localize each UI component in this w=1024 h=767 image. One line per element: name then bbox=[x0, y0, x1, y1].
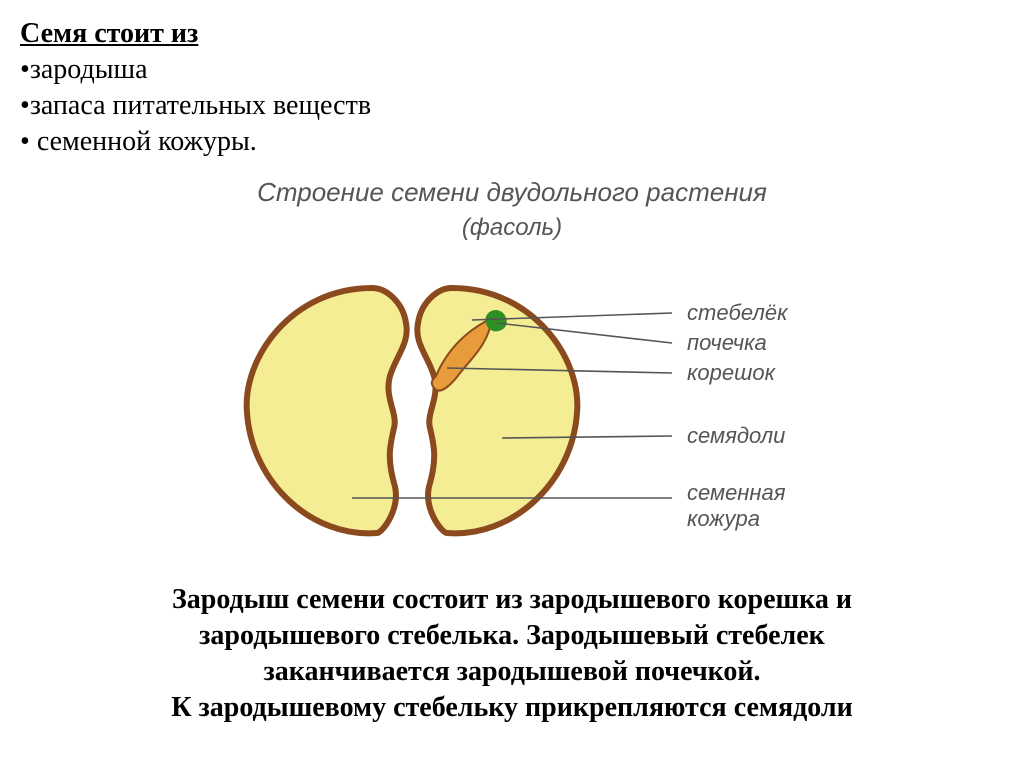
label-stem: стебелёк bbox=[687, 300, 789, 325]
label-cotyledons: семядоли bbox=[687, 423, 785, 448]
bullet-item: •зародыша bbox=[20, 52, 1004, 88]
footer-line: зародышевого стебелька. Зародышевый стеб… bbox=[60, 618, 964, 654]
bullet-text: семенной кожуры. bbox=[30, 126, 257, 157]
bullet-text: запаса питательных веществ bbox=[30, 90, 371, 121]
bullet-item: •запаса питательных веществ bbox=[20, 88, 1004, 124]
footer-line: К зародышевому стебельку прикрепляются с… bbox=[60, 690, 964, 726]
bullet-item: • семенной кожуры. bbox=[20, 124, 1004, 160]
footer-text: Зародыш семени состоит из зародышевого к… bbox=[20, 582, 1004, 725]
left-cotyledon-shape bbox=[247, 288, 407, 533]
label-seedcoat-1: семенная bbox=[687, 480, 786, 505]
footer-line: заканчивается зародышевой почечкой. bbox=[60, 654, 964, 690]
footer-line: Зародыш семени состоит из зародышевого к… bbox=[60, 582, 964, 618]
label-bud: почечка bbox=[687, 330, 767, 355]
seed-diagram: стебелёк почечка корешок семядоли семенн… bbox=[20, 248, 1004, 568]
seed-svg: стебелёк почечка корешок семядоли семенн… bbox=[172, 248, 852, 568]
bullet-text: зародыша bbox=[30, 54, 148, 85]
diagram-subtitle: (фасоль) bbox=[20, 214, 1004, 242]
label-root: корешок bbox=[687, 360, 777, 385]
diagram-title: Строение семени двудольного растения bbox=[20, 177, 1004, 208]
embryo-bud-shape bbox=[486, 311, 506, 331]
page-title: Семя стоит из bbox=[20, 18, 1004, 50]
label-seedcoat-2: кожура bbox=[687, 506, 760, 531]
